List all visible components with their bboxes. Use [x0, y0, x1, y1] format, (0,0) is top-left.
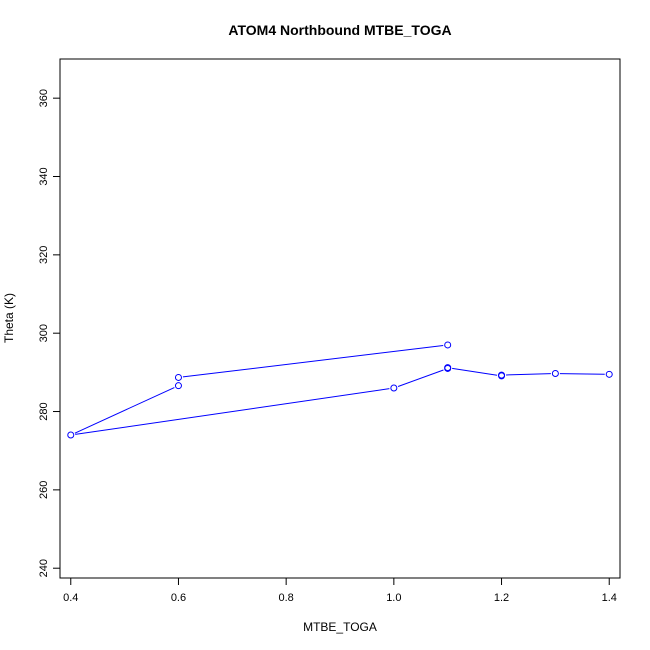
- series-line-segment: [452, 367, 498, 376]
- x-axis: 0.4 0.6 0.8 1.0 1.2 1.4: [63, 578, 617, 604]
- x-tick-label: 0.8: [279, 592, 294, 604]
- data-point: [444, 341, 452, 349]
- data-series: [67, 341, 613, 439]
- x-tick-label: 0.4: [63, 592, 78, 604]
- data-point: [498, 372, 506, 380]
- data-point: [444, 364, 452, 372]
- series-line-segment: [182, 344, 444, 378]
- x-tick-label: 1.4: [602, 592, 617, 604]
- data-point: [174, 373, 182, 381]
- series-line-segment: [75, 388, 390, 435]
- y-tick-label: 320: [38, 246, 50, 264]
- y-axis-label: Theta (K): [2, 293, 16, 343]
- plot-frame: [59, 58, 621, 579]
- data-point: [390, 384, 398, 392]
- data-point: [551, 370, 559, 378]
- x-tick-label: 0.6: [171, 592, 186, 604]
- y-tick-label: 360: [38, 89, 50, 107]
- y-tick-label: 280: [38, 402, 50, 420]
- chart-title: ATOM4 Northbound MTBE_TOGA: [228, 22, 451, 38]
- y-tick-label: 260: [38, 481, 50, 499]
- series-line-segment: [74, 387, 175, 434]
- y-axis: 240 260 280 300 320 340 360: [38, 89, 60, 577]
- y-tick-label: 240: [38, 559, 50, 577]
- data-point: [605, 370, 613, 378]
- data-point: [174, 382, 182, 390]
- x-tick-label: 1.0: [386, 592, 401, 604]
- series-line-segment: [506, 373, 551, 376]
- data-point: [67, 431, 75, 439]
- x-axis-label: MTBE_TOGA: [303, 620, 377, 634]
- y-tick-label: 300: [38, 324, 50, 342]
- series-line-segment: [559, 373, 605, 375]
- series-line-segment: [397, 369, 444, 387]
- y-tick-label: 340: [38, 167, 50, 185]
- x-tick-label: 1.2: [494, 592, 509, 604]
